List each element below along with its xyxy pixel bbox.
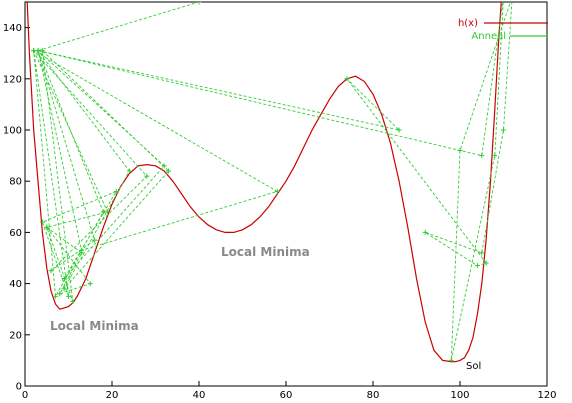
annotation-left-minimum: Local Minima — [50, 319, 139, 333]
x-tick-label: 100 — [450, 390, 469, 401]
legend: h(x) Anneal — [458, 18, 548, 42]
anneal-point — [105, 209, 111, 215]
x-tick-label: 20 — [106, 390, 119, 401]
series-line-anneal — [33, 2, 513, 361]
anneal-point — [474, 263, 480, 269]
y-tick-label: 80 — [9, 177, 22, 188]
anneal-point — [66, 293, 71, 299]
legend-label-anneal: Anneal — [471, 31, 506, 42]
anneal-point — [344, 76, 350, 82]
x-tick-label: 120 — [537, 390, 556, 401]
series-layer — [26, 2, 513, 363]
y-tick-label: 20 — [9, 330, 22, 341]
y-tick-label: 40 — [9, 279, 22, 290]
anneal-point — [48, 268, 54, 274]
anneal-point — [61, 286, 67, 292]
y-axis: 0 20 40 60 80 100 120 140 — [3, 23, 30, 393]
y-tick-label: 140 — [3, 23, 22, 34]
anneal-point — [100, 209, 106, 215]
anneal-point — [57, 291, 63, 297]
anneal-point — [39, 48, 45, 54]
anneal-point — [144, 173, 150, 179]
anneal-point — [87, 281, 93, 287]
y-tick-label: 120 — [3, 74, 22, 85]
anneal-point — [479, 153, 485, 159]
anneal-point — [35, 48, 41, 54]
anneal-point — [39, 219, 45, 225]
x-tick-label: 0 — [22, 390, 28, 401]
anneal-point — [166, 168, 172, 174]
annotation-solution: Sol — [466, 361, 481, 372]
y-tick-label: 60 — [9, 228, 22, 239]
series-line-hx — [26, 2, 502, 363]
annotation-middle-minimum: Local Minima — [221, 245, 310, 259]
anneal-point — [31, 48, 37, 54]
y-tick-label: 0 — [16, 382, 22, 393]
anneal-point — [44, 224, 50, 230]
anneal-point — [492, 153, 498, 159]
anneal-point — [457, 147, 463, 153]
anneal-point — [79, 247, 85, 253]
anneal-point — [396, 127, 402, 133]
anneal-point — [70, 299, 76, 305]
anneal-point — [479, 250, 485, 256]
legend-label-hx: h(x) — [458, 18, 478, 29]
anneal-point — [483, 260, 489, 266]
anneal-point — [61, 275, 67, 281]
anneal-point — [126, 168, 132, 174]
x-tick-label: 40 — [193, 390, 206, 401]
anneal-point — [274, 188, 280, 194]
anneal-point — [422, 229, 428, 235]
anneal-point — [161, 163, 167, 169]
x-tick-label: 80 — [367, 390, 380, 401]
anneal-point — [52, 293, 58, 299]
x-axis: 0 20 40 60 80 100 120 — [22, 381, 557, 401]
anneal-point — [113, 188, 119, 194]
x-tick-label: 60 — [280, 390, 293, 401]
y-tick-label: 100 — [3, 126, 22, 137]
anneal-point — [92, 237, 98, 243]
anneal-point — [196, 2, 202, 5]
anneal-point — [501, 127, 506, 133]
anneal-point — [448, 357, 454, 363]
